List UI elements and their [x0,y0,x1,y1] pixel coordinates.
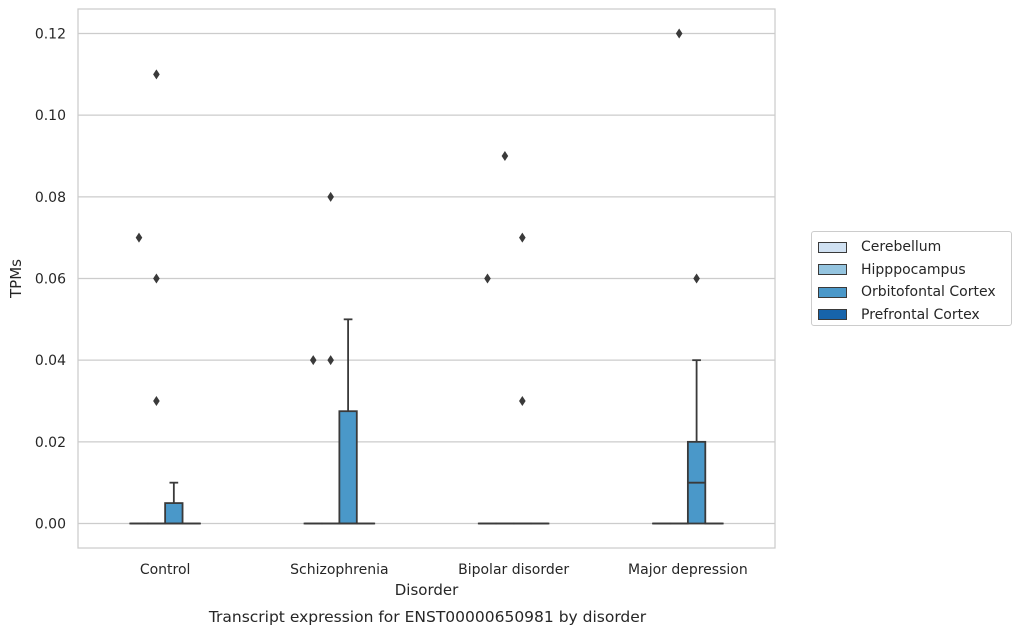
legend-label: Orbitofontal Cortex [861,284,996,301]
grid-lines [78,32,775,525]
legend-swatch [818,286,847,298]
box-orbitofontal-cortex [686,359,707,525]
legend-label: Cerebellum [861,239,942,256]
legend-item: Hipppocampus [818,259,1005,282]
y-axis-label: TPMs [7,259,25,299]
y-tick-label: 0.08 [35,190,66,206]
box-orbitofontal-cortex [164,481,184,525]
legend-label: Prefrontal Cortex [861,306,980,323]
y-tick-label: 0.00 [35,517,66,533]
outlier-point [153,69,160,80]
box-orbitofontal-cortex [338,318,358,525]
x-tick-label: Schizophrenia [290,562,388,578]
y-tick-label: 0.10 [35,108,66,124]
y-tick-label: 0.02 [35,435,66,451]
box-body [164,502,184,525]
outlier-point [675,28,683,39]
outlier-point [519,396,526,406]
legend-swatch [818,309,847,321]
outlier-points [135,28,700,406]
outlier-point [327,355,334,366]
outlier-point [309,355,317,366]
y-tick-labels: 0.00 0.02 0.04 0.06 0.08 0.10 0.12 [35,27,66,533]
y-tick-label: 0.04 [35,353,66,369]
legend-swatch [818,264,847,276]
outlier-point [519,232,526,243]
legend-item: Cerebellum [818,236,1005,259]
x-tick-label: Major depression [628,562,748,578]
chart-caption: Transcript expression for ENST0000065098… [208,608,647,626]
outlier-point [153,273,160,284]
plot-boxes [129,318,724,525]
legend-label: Hipppocampus [861,261,966,278]
y-tick-label: 0.06 [35,272,66,288]
outlier-point [693,273,700,284]
legend-swatch [818,241,847,253]
x-tick-label: Bipolar disorder [458,562,569,578]
x-axis-label: Disorder [395,581,459,599]
box-body [338,410,358,525]
x-tick-labels: Control Schizophrenia Bipolar disorder Majo… [140,562,748,578]
legend-item: Prefrontal Cortex [818,304,1005,327]
outlier-point [327,191,334,202]
outlier-point [484,273,491,284]
x-tick-label: Control [140,562,191,578]
outlier-point [135,232,143,243]
axes-frame [77,8,776,549]
legend: Cerebellum Hipppocampus Orbitofontal Corte… [811,231,1012,326]
outlier-point [153,396,160,406]
outlier-point [501,151,509,161]
legend-item: Orbitofontal Cortex [818,281,1005,304]
y-tick-label: 0.12 [35,27,66,43]
